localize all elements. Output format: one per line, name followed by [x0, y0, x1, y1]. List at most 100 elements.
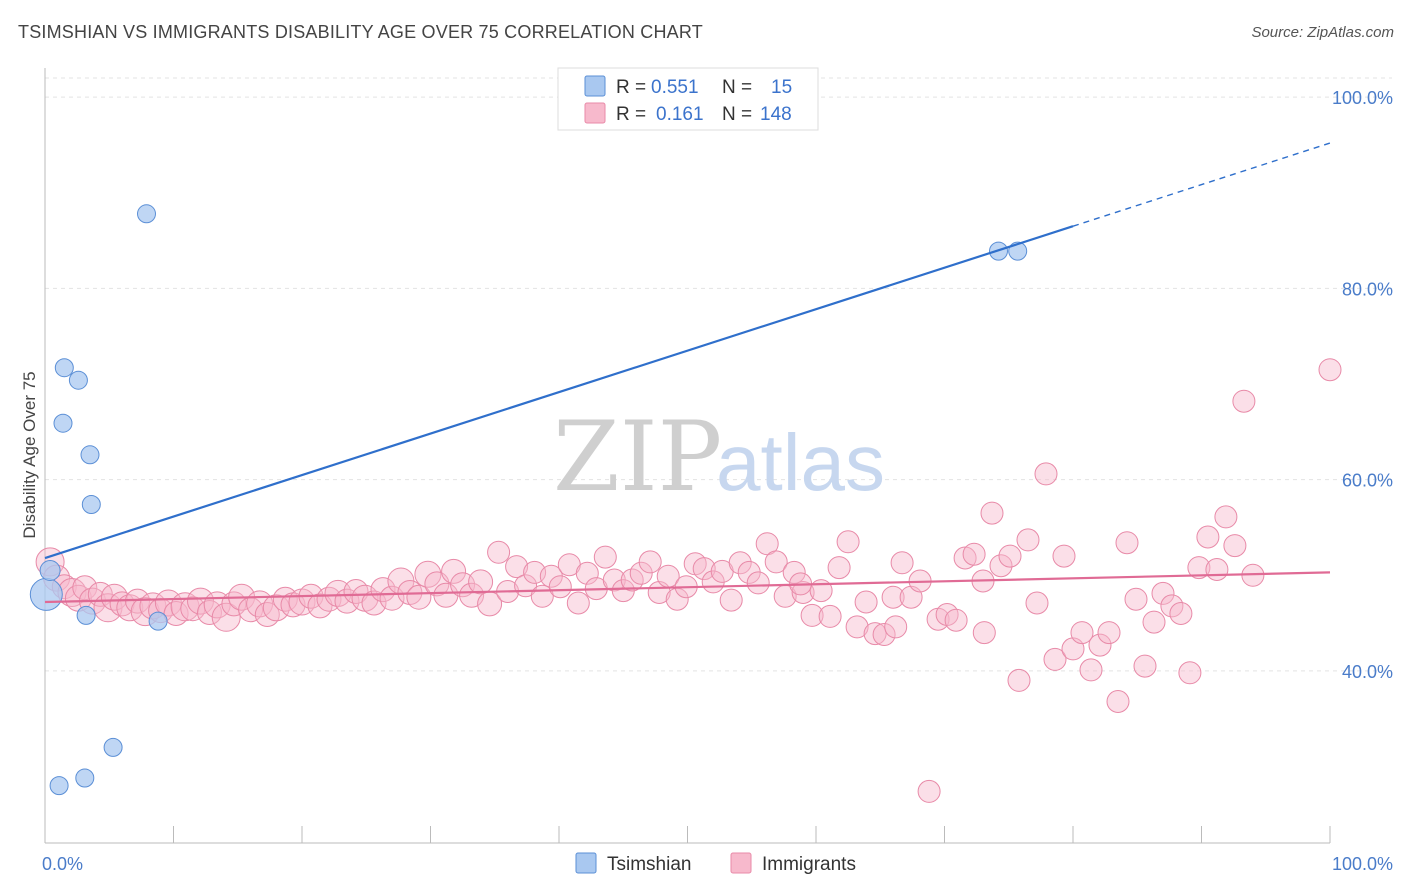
immigrants-point — [72, 575, 98, 601]
tsimshian-point — [39, 560, 61, 581]
immigrants-point — [884, 615, 908, 639]
y-tick-label: 80.0% — [1342, 279, 1393, 299]
tsimshian-trend-extension — [1072, 142, 1331, 227]
tsimshian-trend-line — [44, 225, 1074, 560]
immigrants-point — [836, 530, 860, 554]
immigrants-point — [211, 602, 241, 632]
immigrants-point — [1178, 661, 1202, 685]
tsimshian-point — [53, 413, 73, 433]
bottom-legend-swatch-tsimshian — [575, 852, 597, 874]
tsimshian-point — [148, 611, 168, 631]
immigrants-point — [638, 550, 662, 574]
immigrants-point — [863, 622, 887, 646]
legend: R = 0.551 N = 15 R = 0.161 N = 148 — [557, 67, 819, 131]
immigrants-point — [109, 591, 135, 617]
bottom-legend-swatch-immigrants — [730, 852, 752, 874]
immigrants-point — [1133, 654, 1157, 678]
tsimshian-point — [68, 370, 88, 390]
immigrants-point — [845, 615, 869, 639]
immigrants-point — [989, 554, 1013, 578]
immigrants-point — [468, 569, 494, 595]
immigrants-point — [1169, 602, 1193, 625]
legend-n-value: 148 — [760, 104, 792, 125]
immigrants-point — [972, 621, 996, 645]
tsimshian-point — [81, 495, 101, 514]
immigrants-point — [1052, 544, 1076, 568]
immigrants-point — [800, 603, 824, 627]
y-tick-label: 60.0% — [1342, 471, 1393, 491]
immigrants-point — [746, 571, 770, 595]
immigrants-point — [791, 581, 815, 604]
legend-r-label: R = — [616, 104, 646, 125]
axes — [44, 68, 1331, 844]
immigrants-point — [854, 590, 878, 614]
tsimshian-point — [29, 577, 63, 611]
chart-title: TSIMSHIAN VS IMMIGRANTS DISABILITY AGE O… — [18, 22, 703, 42]
immigrants-trend-line — [44, 571, 1331, 604]
y-tick-label: 40.0% — [1342, 662, 1393, 682]
immigrants-point — [692, 557, 716, 581]
immigrants-point — [1079, 658, 1103, 682]
immigrants-point — [917, 779, 941, 803]
y-axis-label: Disability Age Over 75 — [20, 371, 39, 538]
immigrants-point — [728, 551, 752, 575]
immigrants-point — [1097, 621, 1121, 645]
immigrants-point — [764, 550, 788, 574]
immigrants-point — [1106, 690, 1130, 713]
immigrants-point — [953, 546, 977, 570]
tsimshian-point — [103, 737, 123, 757]
watermark-zip: ZIP — [553, 401, 722, 513]
tsimshian-point — [75, 768, 95, 788]
immigrants-point — [1124, 587, 1148, 611]
immigrants-point — [872, 623, 896, 646]
immigrants-point — [998, 544, 1022, 568]
immigrants-point — [1160, 594, 1184, 618]
bottom-legend-label-immigrants: Immigrants — [762, 854, 856, 875]
immigrants-point — [1232, 389, 1256, 413]
legend-n-label: N = — [722, 77, 752, 98]
watermark: ZIP atlas — [553, 401, 885, 513]
immigrants-point — [755, 532, 779, 556]
y-tick-labels: 100.0% 80.0% 60.0% 40.0% — [1332, 88, 1393, 682]
immigrants-point — [100, 583, 128, 611]
immigrants-point — [1142, 610, 1166, 634]
immigrants-point — [406, 584, 432, 610]
immigrants-point — [487, 540, 511, 564]
immigrants-point — [414, 560, 442, 588]
bottom-legend: Tsimshian Immigrants — [575, 852, 856, 875]
immigrants-point — [827, 556, 851, 580]
immigrants-point — [782, 560, 806, 584]
immigrants-point — [890, 551, 914, 575]
x-tick-label: 100.0% — [1332, 854, 1393, 874]
legend-n-value: 15 — [771, 77, 792, 98]
immigrants-point — [163, 601, 189, 626]
immigrants-point — [980, 501, 1004, 525]
chart-source: Source: ZipAtlas.com — [1251, 24, 1394, 41]
immigrants-point — [1223, 534, 1247, 558]
tsimshian-point — [54, 358, 74, 378]
tsimshian-point — [76, 605, 96, 625]
immigrants-point — [197, 600, 222, 625]
tsimshian-point — [49, 776, 69, 796]
immigrants-point — [593, 545, 617, 569]
trend-lines — [44, 142, 1331, 604]
immigrants-point — [962, 542, 986, 566]
immigrants-point — [1214, 505, 1238, 529]
immigrants-point — [1034, 462, 1058, 486]
immigrants-point — [316, 586, 342, 612]
legend-row-immigrants: R = 0.161 N = 148 — [584, 102, 792, 125]
immigrants-point — [629, 561, 653, 585]
immigrants-point — [944, 608, 968, 632]
immigrants-point — [307, 593, 333, 619]
immigrants-point — [1196, 525, 1220, 549]
immigrants-point — [1115, 531, 1139, 555]
immigrants-point — [1007, 668, 1031, 692]
legend-swatch-tsimshian — [584, 75, 606, 97]
immigrants-point — [1205, 558, 1229, 581]
immigrants-point — [441, 558, 467, 584]
immigrants-point — [575, 561, 599, 585]
immigrants-point — [505, 555, 529, 579]
watermark-atlas: atlas — [716, 418, 885, 507]
immigrants-point — [1016, 528, 1040, 552]
